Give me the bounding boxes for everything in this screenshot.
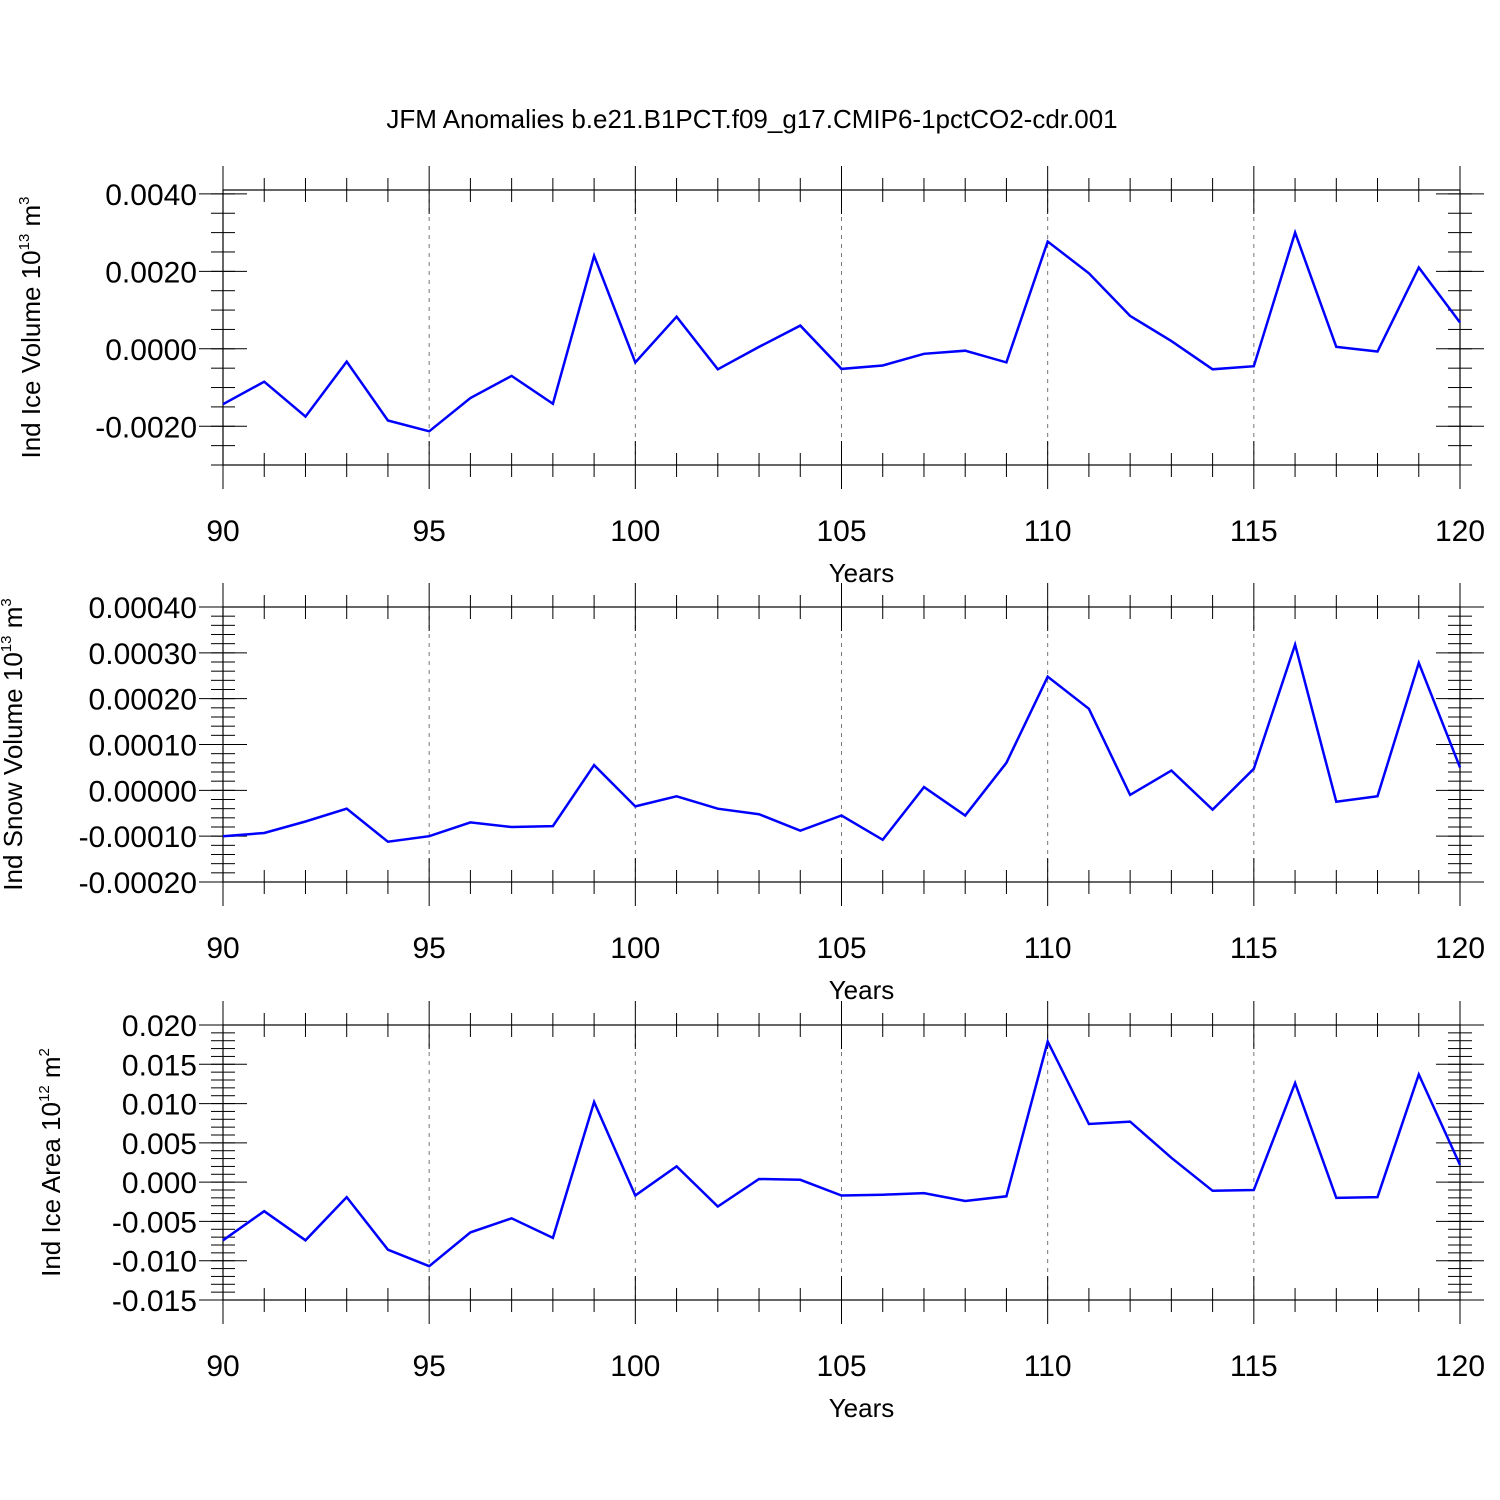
panel-2-x-axis-label: Years	[829, 975, 895, 1005]
panel-2-y-tick-label: 0.00030	[89, 638, 197, 671]
panel-3-x-axis-label: Years	[829, 1393, 895, 1423]
panel-2-y-tick-label: 0.00010	[89, 730, 197, 763]
panel-3-x-tick-label: 100	[610, 1350, 660, 1383]
panel-1-x-tick-label: 115	[1230, 515, 1278, 548]
panel-3-x-tick-label: 105	[816, 1350, 866, 1383]
chart-title: JFM Anomalies b.e21.B1PCT.f09_g17.CMIP6-…	[386, 104, 1117, 134]
panel-1-x-tick-label: 95	[412, 515, 445, 548]
panel-1-y-tick-label: -0.0020	[95, 411, 197, 444]
panel-1-y-axis-label: Ind Ice Volume 1013 m3	[16, 196, 46, 458]
panel-1-x-axis-label: Years	[829, 558, 895, 588]
panel-3-x-tick-label: 120	[1435, 1350, 1485, 1383]
panel-2-y-axis-label: Ind Snow Volume 1013 m3	[0, 598, 28, 890]
panel-2-x-tick-label: 110	[1024, 932, 1072, 965]
panel-1-x-tick-label: 90	[206, 515, 239, 548]
panel-1-y-tick-label: 0.0040	[105, 179, 197, 212]
panel-3-y-tick-label: -0.005	[112, 1206, 197, 1239]
panel-2-y-tick-label: 0.00000	[89, 775, 197, 808]
panel-2-x-tick-label: 90	[206, 932, 239, 965]
panel-3-series-line	[222, 1037, 1462, 1268]
panel-2-y-tick-label: -0.00020	[79, 867, 197, 900]
panel-2-x-tick-label: 120	[1435, 932, 1485, 965]
panel-3-x-tick-label: 90	[206, 1350, 239, 1383]
panel-1-x-tick-label: 105	[816, 515, 866, 548]
panel-3-y-tick-label: 0.000	[122, 1167, 197, 1200]
panel-2-y-tick-label: 0.00020	[89, 684, 197, 717]
panel-1-x-tick-label: 110	[1024, 515, 1072, 548]
panel-3-y-tick-label: -0.015	[112, 1285, 197, 1318]
panel-1-y-tick-label: 0.0020	[105, 256, 197, 289]
panel-3-y-tick-label: 0.015	[122, 1049, 197, 1082]
panel-3-x-tick-label: 95	[412, 1350, 445, 1383]
panel-3-y-tick-label: 0.020	[122, 1010, 197, 1043]
panel-3-y-tick-label: 0.010	[122, 1089, 197, 1122]
panel-3-x-tick-label: 110	[1024, 1350, 1072, 1383]
panel-2-y-tick-label: 0.00040	[89, 592, 197, 625]
panel-3-y-axis-label: Ind Ice Area 1012 m2	[36, 1048, 66, 1277]
panel-2-y-tick-label: -0.00010	[79, 821, 197, 854]
panel-2-x-tick-label: 100	[610, 932, 660, 965]
panel-2-x-tick-label: 115	[1230, 932, 1278, 965]
panel-1-y-tick-label: 0.0000	[105, 334, 197, 367]
panel-3-x-tick-label: 115	[1230, 1350, 1278, 1383]
panel-1-x-tick-label: 100	[610, 515, 660, 548]
panel-1-series-line	[222, 228, 1462, 433]
panel-2-x-tick-label: 95	[412, 932, 445, 965]
panel-2-x-tick-label: 105	[816, 932, 866, 965]
panel-1-x-tick-label: 120	[1435, 515, 1485, 548]
panel-3-y-tick-label: -0.010	[112, 1246, 197, 1279]
panel-3-y-tick-label: 0.005	[122, 1128, 197, 1161]
panel-2-series-line	[222, 640, 1462, 844]
